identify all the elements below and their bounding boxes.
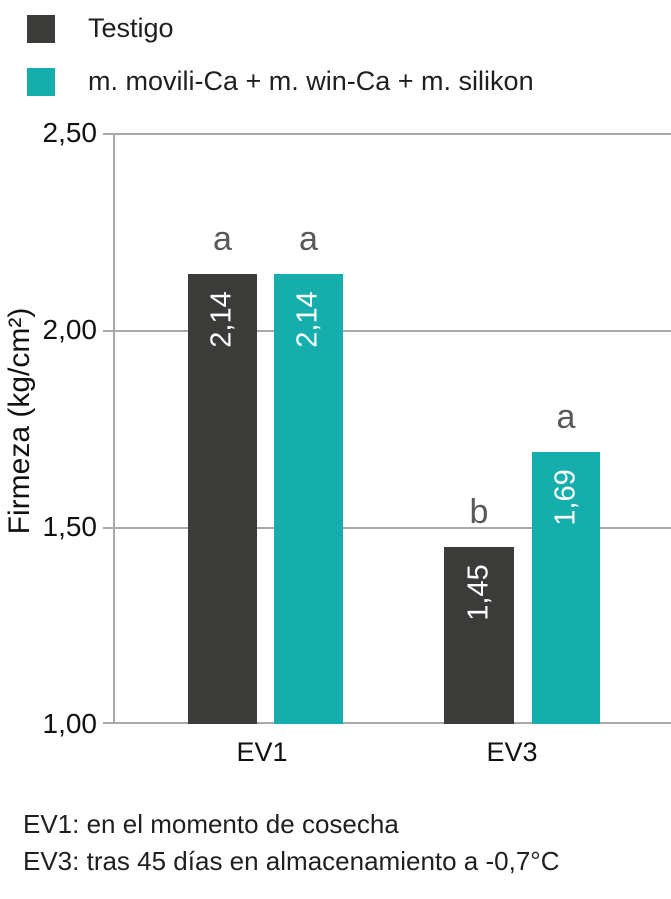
bar-ev1-treatment: 2,14 — [274, 274, 343, 724]
x-category-label-ev1: EV1 — [236, 737, 288, 767]
footnote-ev1: EV1: en el momento de cosecha — [23, 809, 399, 839]
bar-value-wrap: 1,45 — [444, 553, 514, 631]
footnotes: EV1: en el momento de cosecha EV3: tras … — [23, 806, 559, 880]
sig-letter-ev1-testigo: a — [213, 220, 232, 258]
gridline-2-00 — [115, 330, 671, 332]
bar-value-label-ev3-treatment: 1,69 — [549, 468, 582, 526]
footnote-ev3: EV3: tras 45 días en almacenamiento a -0… — [23, 846, 560, 876]
legend-swatch-treatment — [27, 67, 55, 96]
legend-swatch-testigo — [27, 14, 55, 43]
legend-label-testigo: Testigo — [88, 13, 174, 43]
bar-ev1-testigo: 2,14 — [188, 274, 257, 724]
bar-ev3-treatment: 1,69 — [532, 452, 600, 724]
bar-value-wrap: 2,14 — [188, 280, 257, 358]
bar-value-label-ev3-testigo: 1,45 — [462, 563, 495, 621]
sig-letter-ev1-treatment: a — [299, 220, 318, 258]
y-tick-mark-250 — [103, 133, 113, 135]
y-axis-title: Firmeza (kg/cm²) — [3, 307, 36, 535]
y-tick-mark-100 — [103, 722, 113, 724]
plot-area: 2,14 2,14 1,45 1,69 a a b a — [103, 133, 671, 724]
bar-value-wrap: 2,14 — [274, 280, 343, 358]
bar-ev3-testigo: 1,45 — [444, 547, 514, 724]
bar-value-label-ev1-treatment: 2,14 — [291, 290, 324, 348]
sig-letter-ev3-treatment: a — [556, 398, 576, 436]
y-tick-label-200: 2,00 — [42, 314, 98, 345]
y-tick-label-150: 1,50 — [42, 511, 98, 542]
gridline-1-50 — [115, 527, 671, 529]
y-tick-label-100: 1,00 — [42, 708, 98, 739]
y-tick-mark-200 — [103, 330, 113, 332]
y-tick-mark-150 — [103, 527, 113, 529]
sig-letter-ev3-testigo: b — [469, 493, 489, 531]
y-tick-label-250: 2,50 — [42, 117, 98, 148]
x-category-label-ev3: EV3 — [486, 737, 538, 767]
bar-value-wrap: 1,69 — [532, 458, 600, 536]
legend-item-treatment: m. movili-Ca + m. win-Ca + m. silikon — [27, 66, 534, 97]
gridline-2-50 — [115, 133, 671, 135]
legend-item-testigo: Testigo — [27, 13, 174, 44]
legend-label-treatment: m. movili-Ca + m. win-Ca + m. silikon — [88, 66, 534, 96]
bar-value-label-ev1-testigo: 2,14 — [205, 290, 238, 348]
